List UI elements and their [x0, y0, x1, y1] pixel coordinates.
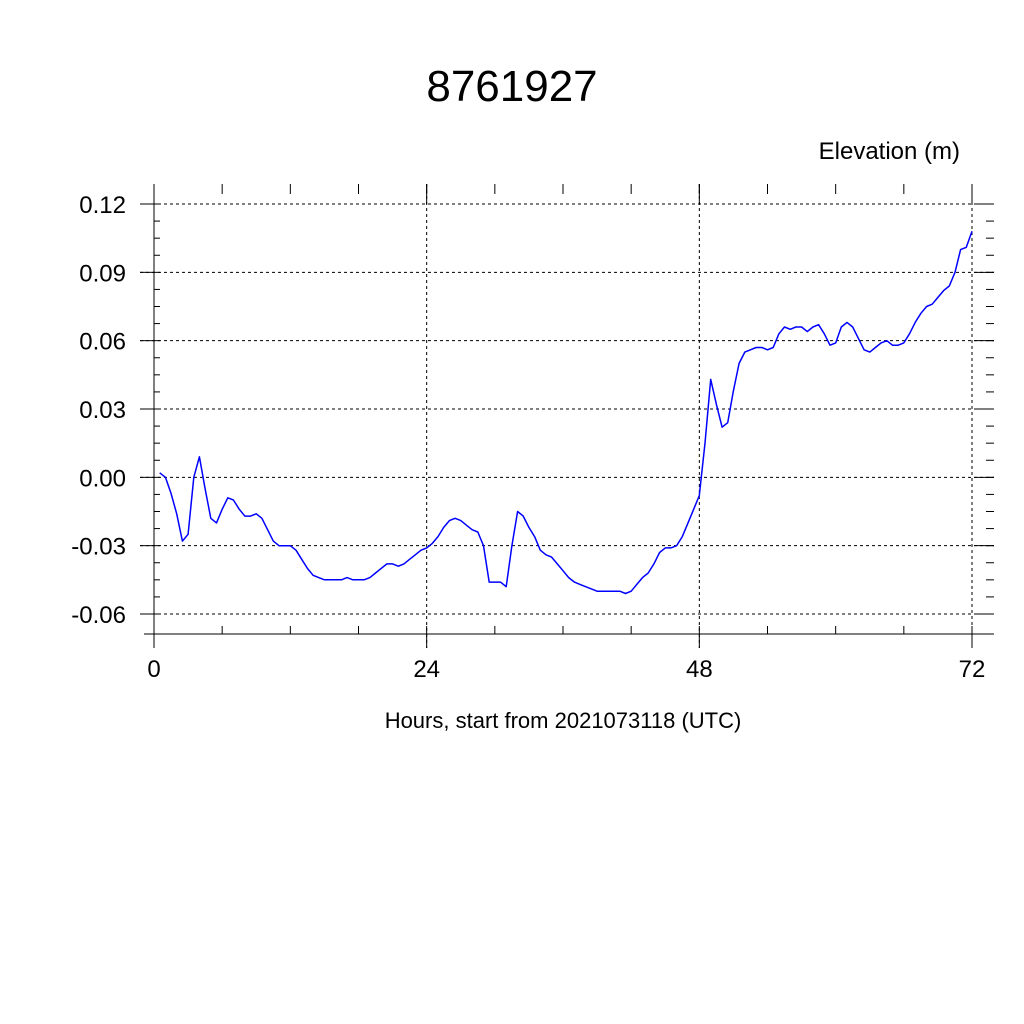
- tick-marks: [140, 184, 994, 648]
- y-tick-label: 0.00: [79, 465, 126, 492]
- y-axis-label: Elevation (m): [818, 138, 960, 165]
- x-tick-label: 24: [413, 656, 440, 683]
- y-tick-label: 0.03: [79, 397, 126, 424]
- series-line: [159, 231, 973, 595]
- y-tick-label: -0.06: [71, 602, 126, 629]
- series-layer: [159, 231, 973, 595]
- x-tick-label: 72: [959, 656, 986, 683]
- x-axis-label: Hours, start from 2021073118 (UTC): [384, 708, 742, 733]
- x-tick-label: 48: [686, 656, 713, 683]
- grid: [140, 184, 994, 648]
- chart-title: 8761927: [426, 62, 598, 111]
- y-tick-label: 0.09: [79, 260, 126, 287]
- x-tick-label: 0: [147, 656, 160, 683]
- y-tick-label: 0.12: [79, 192, 126, 219]
- tick-labels: -0.06 -0.03 0.00 0.03 0.06 0.09 0.12 0 24 48 72: [71, 192, 985, 683]
- y-tick-label: -0.03: [71, 534, 126, 561]
- y-tick-label: 0.06: [79, 329, 126, 356]
